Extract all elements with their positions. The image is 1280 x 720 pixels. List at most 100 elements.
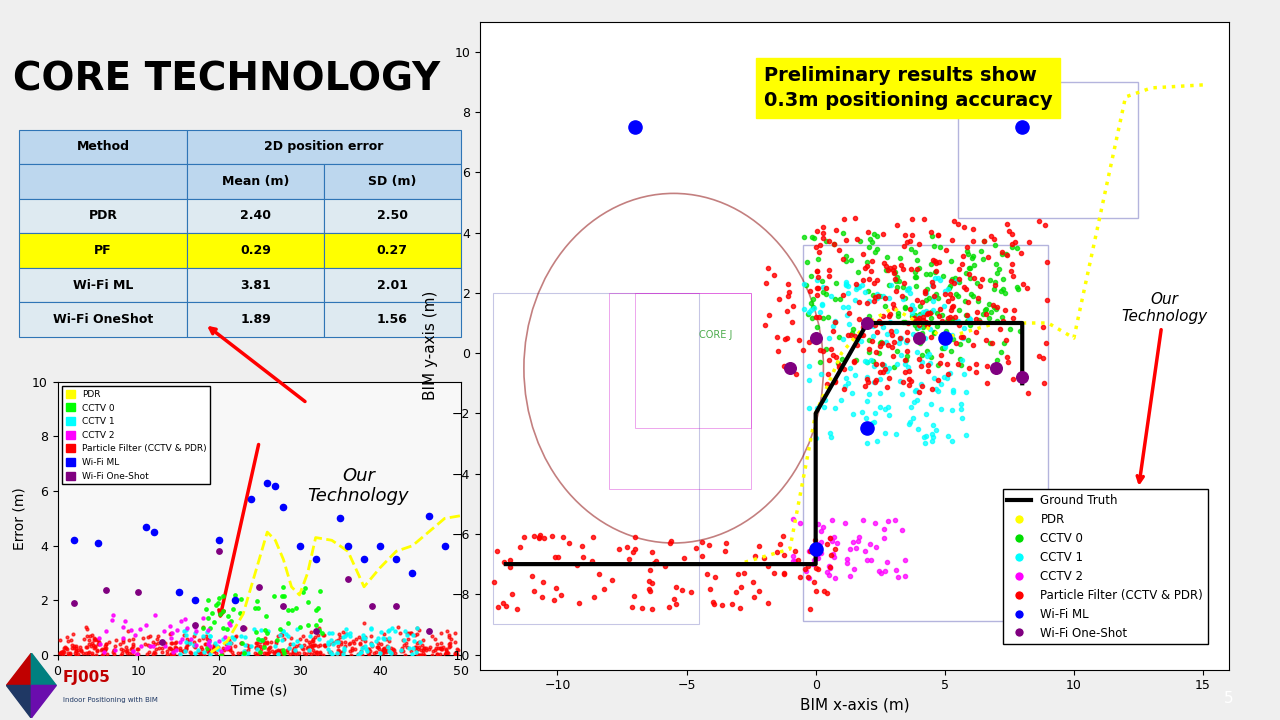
Point xyxy=(352,629,372,641)
Point xyxy=(209,534,229,546)
Point xyxy=(879,317,900,328)
Point xyxy=(810,343,831,355)
Point xyxy=(1011,248,1032,259)
Point xyxy=(883,302,904,314)
Point xyxy=(918,350,938,361)
Point xyxy=(306,625,326,636)
Point xyxy=(287,640,307,652)
Point xyxy=(314,629,334,640)
Point xyxy=(852,274,873,285)
Point xyxy=(306,554,326,565)
Point xyxy=(946,289,966,300)
Point xyxy=(622,546,643,557)
Point xyxy=(319,638,339,649)
Text: 1.56: 1.56 xyxy=(376,313,408,326)
Bar xyxy=(187,302,324,337)
Point xyxy=(127,649,147,660)
Point xyxy=(936,244,956,256)
Point xyxy=(284,642,305,654)
Point xyxy=(195,649,215,660)
Point xyxy=(142,641,163,652)
Point xyxy=(864,416,884,428)
Point xyxy=(302,642,323,653)
Point xyxy=(940,312,960,323)
Point xyxy=(767,331,787,343)
Point xyxy=(943,386,964,397)
Point xyxy=(915,287,936,299)
Point xyxy=(328,640,348,652)
Point xyxy=(966,307,987,318)
Point xyxy=(923,295,943,307)
Point xyxy=(828,331,849,343)
Point xyxy=(819,265,840,276)
Point xyxy=(257,477,278,489)
Point xyxy=(184,639,205,651)
Point xyxy=(979,274,1000,285)
Point xyxy=(390,646,411,657)
Point xyxy=(161,649,182,660)
Point xyxy=(948,304,969,315)
Point xyxy=(358,644,379,655)
Text: Our
Technology: Our Technology xyxy=(1121,292,1207,482)
Point xyxy=(361,637,381,649)
Point xyxy=(860,539,881,550)
Point xyxy=(307,629,328,641)
Point xyxy=(273,644,293,656)
Point xyxy=(859,346,879,357)
Point xyxy=(783,513,804,525)
Point xyxy=(430,642,451,654)
Point xyxy=(594,583,614,595)
Point xyxy=(644,557,664,569)
Point xyxy=(905,280,925,292)
Point xyxy=(863,255,883,266)
Point xyxy=(874,403,895,415)
Point xyxy=(952,258,973,269)
Point xyxy=(897,317,918,328)
Point xyxy=(836,372,856,384)
Point xyxy=(270,623,291,634)
Point xyxy=(207,598,228,609)
Point xyxy=(861,418,882,429)
Point xyxy=(220,620,241,631)
Point xyxy=(904,396,924,408)
Point xyxy=(93,648,114,660)
Point xyxy=(328,628,348,639)
Point xyxy=(767,546,787,558)
Point xyxy=(923,280,943,292)
Point xyxy=(257,626,278,637)
Point xyxy=(297,642,317,654)
Point xyxy=(865,346,886,358)
Point xyxy=(333,626,353,638)
Point xyxy=(974,235,995,247)
Point xyxy=(372,632,393,644)
Point xyxy=(856,395,877,407)
Point xyxy=(58,649,78,660)
Point xyxy=(225,631,246,642)
Point xyxy=(165,644,186,656)
Point xyxy=(438,647,458,659)
Point xyxy=(269,646,289,657)
Point xyxy=(76,642,96,653)
Point xyxy=(925,289,946,300)
Point xyxy=(259,647,279,659)
Point xyxy=(888,310,909,322)
Point xyxy=(910,378,931,390)
Bar xyxy=(324,233,461,268)
Point xyxy=(189,634,210,646)
Point xyxy=(625,122,645,133)
Point xyxy=(997,218,1018,230)
Point xyxy=(274,590,294,602)
Point xyxy=(198,638,219,649)
Point xyxy=(349,637,370,649)
Point xyxy=(323,637,343,649)
Point xyxy=(806,265,827,276)
Point xyxy=(342,644,362,655)
Point xyxy=(61,634,82,645)
Point xyxy=(138,639,159,651)
Point xyxy=(813,233,833,244)
Point xyxy=(333,631,353,642)
Point xyxy=(876,427,896,438)
Point xyxy=(822,325,842,337)
Point xyxy=(952,354,973,366)
Point xyxy=(234,622,255,634)
